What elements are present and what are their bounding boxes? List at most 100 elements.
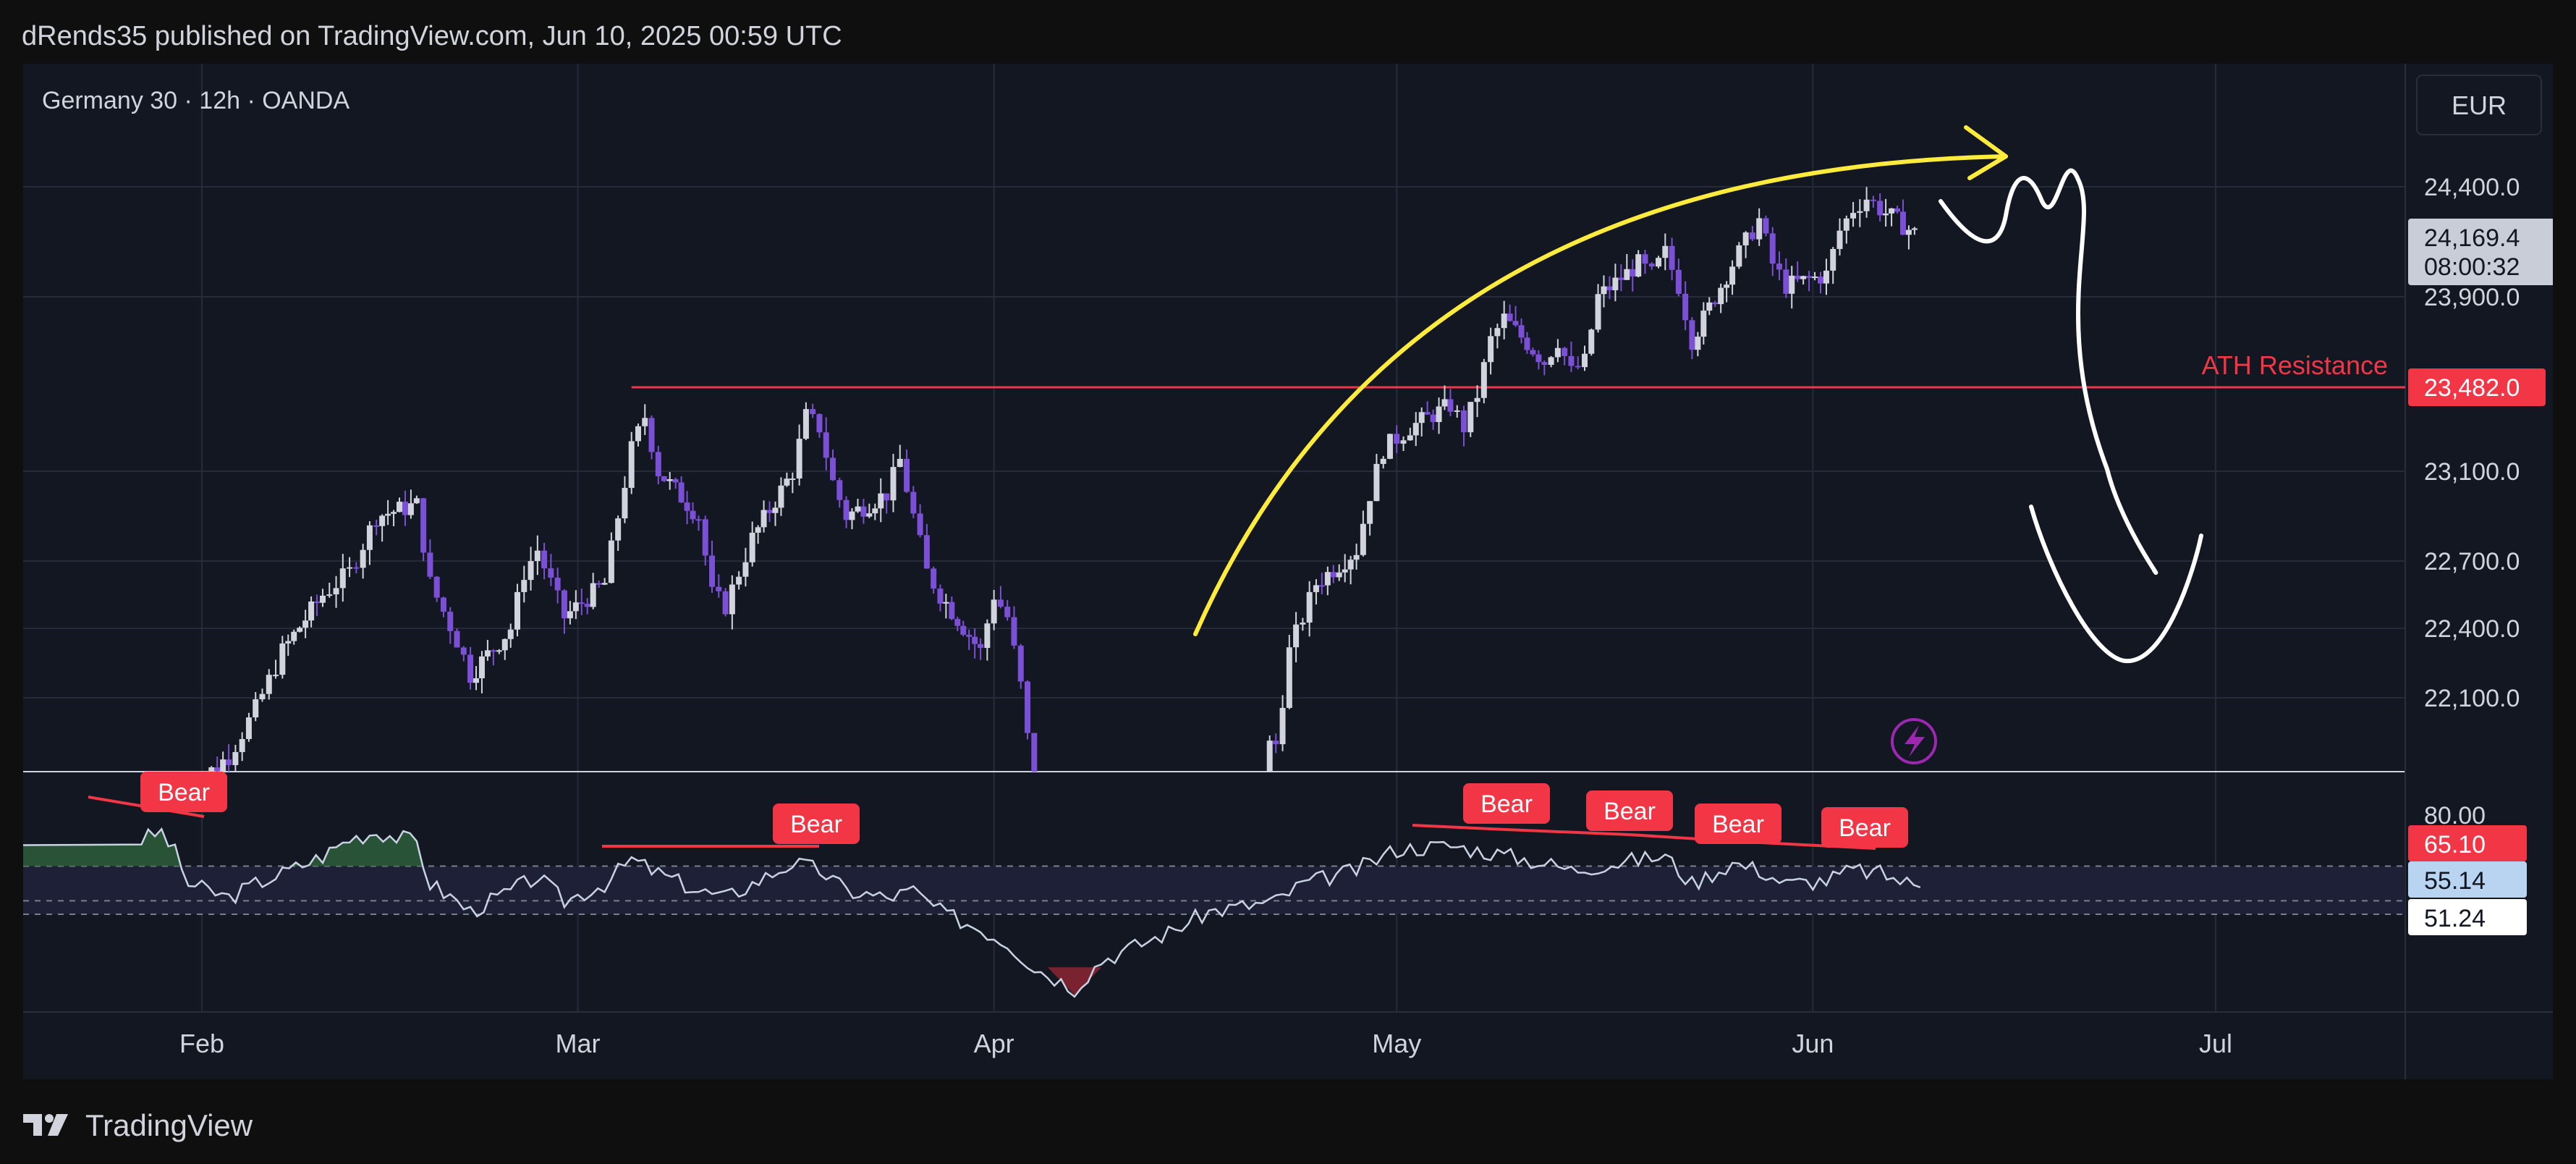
rsi-band [23,866,2405,915]
candle-body [1648,263,1655,267]
candle-body [1512,321,1519,326]
candle-body [872,508,878,514]
candle-body [413,498,420,504]
candle-body [1386,434,1393,459]
candle-body [766,510,773,513]
arc-arrowhead[interactable] [1964,125,2008,180]
candle-body [1318,585,1325,587]
candle-body [1342,569,1348,573]
candle-body [1776,263,1783,270]
candle-body [1418,412,1425,423]
candle-body [1380,458,1386,464]
candle-body [226,759,232,765]
candle-body [1541,362,1548,366]
candle-body [836,480,843,500]
candle-body [954,619,961,626]
candle-body [778,485,784,508]
candle-body [1662,245,1669,258]
candle-body [433,576,440,598]
footer-brand: TradingView [85,1108,253,1142]
candle-body [326,594,333,596]
resistance-label: ATH Resistance [2202,350,2388,380]
candle-body [1795,275,1801,279]
rsi-tick-label: 80.00 [2424,802,2486,830]
candle-body [860,506,867,517]
candle-body [1306,591,1313,623]
bear-label: Bear [158,779,210,806]
freehand-drawing-top[interactable] [1939,168,2158,575]
candle-body [1467,402,1474,433]
candle-body [467,654,474,683]
candle-body [302,620,309,628]
price-tick-label: 23,100.0 [2424,458,2520,486]
candle-body [1818,277,1824,284]
candle-body [379,515,386,526]
candle-body [1518,325,1525,338]
candle-body [661,476,667,481]
candle-body [1300,623,1306,625]
candle-body [1367,501,1373,524]
candle-body [823,432,829,458]
candle-body [333,588,339,595]
candle-body [1507,313,1513,321]
chart-panel[interactable]: ATH Resistance Germany 30 · 12h · OANDA EU… [23,64,2553,1079]
rsi-line [23,827,1921,998]
bear-label: Bear [1839,814,1891,842]
candle-body [572,602,579,612]
candle-body [923,535,930,569]
candle-body [1612,277,1619,290]
candle-body [1712,302,1719,305]
price-tick-label: 24,400.0 [2424,174,2520,201]
candle-body [628,441,635,488]
time-tick-label: Apr [974,1029,1014,1058]
candle-body [1669,245,1675,270]
candle-body [385,513,391,516]
candle-body [473,678,480,683]
candle-body [849,511,855,520]
freehand-drawing-bottom[interactable] [2029,505,2203,664]
candle-body [1293,624,1300,648]
candle-body [1718,287,1724,305]
publisher-line: dRends35 published on TradingView.com, J… [22,21,842,51]
candle-body [596,583,602,585]
chart-svg[interactable]: ATH Resistance Germany 30 · 12h · OANDA EU… [23,64,2553,1079]
candle-body [402,502,408,515]
rsi-value-tag [2408,825,2527,861]
candle-body [1601,286,1607,295]
candle-body [830,457,836,481]
candle-body [1883,213,1889,216]
candle-body [1595,294,1601,330]
candle-body [1004,607,1011,617]
candle-body [1736,245,1742,267]
bear-label-box [1821,807,1908,848]
candle-body [890,467,897,501]
candle-body [1729,266,1736,285]
candle-body [1535,354,1542,363]
rsi-value-label: 51.24 [2424,905,2486,932]
candle-body [1441,399,1448,407]
candle-body [789,478,796,481]
candle-body [1554,347,1561,358]
candle-body [396,502,402,513]
candle-body [1436,406,1442,423]
candle-body [1877,201,1884,216]
candle-body [1568,355,1575,366]
candle-body [1630,269,1636,277]
candle-body [1783,269,1789,294]
candle-body [484,650,491,657]
lightning-alert-icon[interactable] [1891,718,1937,764]
currency-button[interactable] [2416,75,2542,135]
candle-body [454,630,460,648]
candle-body [1911,228,1918,230]
candle-body [666,478,673,481]
candle-body [1843,218,1850,231]
candle-body [353,567,360,569]
candle-body [1548,357,1554,366]
time-tick-label: Jun [1792,1029,1834,1058]
rsi-value-tag [2408,861,2527,898]
candle-body [622,487,628,519]
candle-body [1031,733,1038,772]
candle-body [541,550,548,569]
arc-annotation[interactable] [1193,154,2008,636]
candle-body [1360,523,1366,555]
